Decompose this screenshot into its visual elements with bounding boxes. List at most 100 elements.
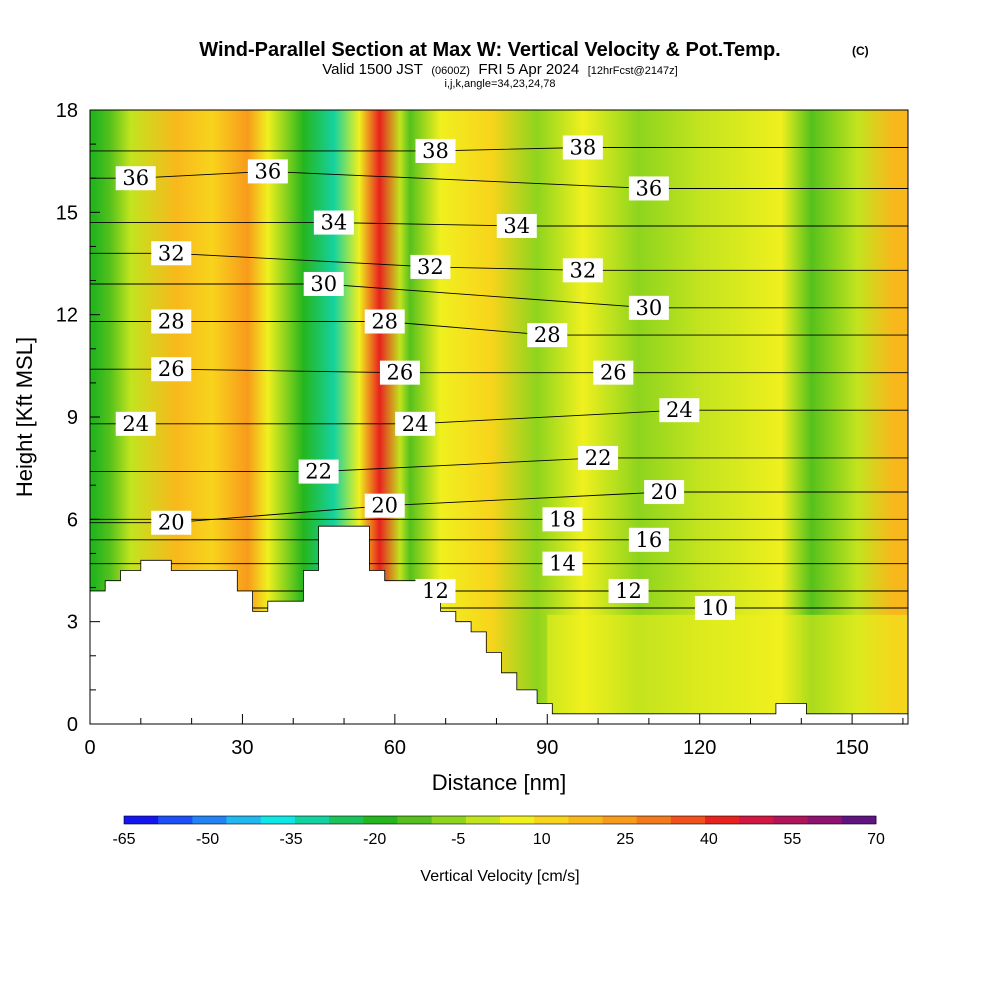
copyright-mark: (C) bbox=[852, 44, 869, 58]
valid-utc: (0600Z) bbox=[431, 65, 470, 77]
theta-label-12: 12 bbox=[608, 578, 649, 603]
colorbar: -65 -50 -35 -20 -5 10 25 40 55 70 bbox=[112, 815, 885, 848]
y-tick-label: 3 bbox=[67, 612, 78, 634]
theta-label-16: 16 bbox=[628, 527, 669, 552]
theta-label-20: 20 bbox=[644, 480, 685, 505]
x-tick-label: 60 bbox=[384, 737, 406, 759]
y-tick-label: 6 bbox=[67, 509, 78, 531]
svg-text:32: 32 bbox=[569, 258, 596, 282]
theta-label-24: 24 bbox=[659, 398, 700, 423]
theta-label-32: 32 bbox=[410, 255, 451, 279]
colorbar-swatch bbox=[841, 816, 877, 824]
colorbar-swatch bbox=[534, 816, 569, 824]
theta-label-26: 26 bbox=[151, 357, 192, 382]
svg-text:32: 32 bbox=[158, 241, 185, 265]
colorbar-swatch bbox=[363, 816, 398, 824]
colorbar-swatch bbox=[294, 816, 330, 824]
svg-text:14: 14 bbox=[549, 552, 576, 576]
theta-contour-34 bbox=[90, 222, 908, 227]
theta-label-22: 22 bbox=[578, 445, 619, 470]
colorbar-tick-label: 10 bbox=[533, 831, 551, 848]
colorbar-swatch bbox=[329, 816, 364, 824]
y-tick-label: 12 bbox=[56, 305, 78, 327]
y-tick-label: 15 bbox=[56, 202, 78, 224]
theta-label-32: 32 bbox=[562, 258, 603, 283]
theta-contour-30 bbox=[90, 283, 908, 309]
valid-time-line: Valid 1500 JST (0600Z) FRI 5 Apr 2024 [1… bbox=[322, 61, 677, 78]
colorbar-tick-label: -20 bbox=[363, 831, 386, 848]
colorbar-swatch bbox=[705, 816, 740, 824]
theta-label-28: 28 bbox=[364, 309, 405, 334]
theta-label-30: 30 bbox=[628, 295, 669, 320]
svg-text:26: 26 bbox=[387, 361, 414, 385]
x-tick-label: 120 bbox=[683, 737, 716, 759]
theta-label-24: 24 bbox=[115, 411, 156, 436]
colorbar-swatch bbox=[124, 816, 159, 824]
colorbar-swatch bbox=[807, 816, 843, 824]
svg-text:20: 20 bbox=[651, 480, 678, 504]
colorbar-tick-label: 70 bbox=[867, 831, 885, 848]
y-axis-label: Height [Kft MSL] bbox=[12, 337, 37, 497]
colorbar-tick-label: -5 bbox=[451, 831, 465, 848]
colorbar-swatch bbox=[739, 816, 774, 824]
colorbar-swatch bbox=[260, 816, 296, 824]
theta-label-38: 38 bbox=[415, 138, 456, 163]
y-tick-label: 0 bbox=[67, 714, 78, 736]
svg-text:36: 36 bbox=[254, 159, 281, 183]
theta-label-32: 32 bbox=[151, 241, 192, 266]
svg-text:28: 28 bbox=[534, 323, 561, 347]
colorbar-swatch bbox=[602, 816, 638, 824]
colorbar-tick-label: 40 bbox=[700, 831, 718, 848]
colorbar-swatch bbox=[465, 816, 501, 824]
theta-label-22: 22 bbox=[298, 459, 339, 484]
boundary-layer-fill bbox=[547, 614, 908, 724]
svg-text:22: 22 bbox=[585, 446, 612, 470]
colorbar-swatch bbox=[431, 816, 467, 824]
svg-text:12: 12 bbox=[422, 579, 449, 603]
theta-label-10: 10 bbox=[694, 596, 735, 621]
x-tick-label: 90 bbox=[536, 737, 558, 759]
colorbar-swatch bbox=[773, 816, 809, 824]
svg-text:10: 10 bbox=[702, 596, 729, 620]
theta-label-12: 12 bbox=[415, 578, 456, 603]
theta-label-36: 36 bbox=[628, 176, 669, 201]
colorbar-label: Vertical Velocity [cm/s] bbox=[420, 868, 579, 885]
theta-contour-38 bbox=[90, 147, 908, 152]
svg-text:12: 12 bbox=[615, 579, 642, 603]
grid-indices: i,j,k,angle=34,23,24,78 bbox=[444, 78, 555, 90]
svg-text:22: 22 bbox=[305, 460, 332, 484]
colorbar-swatch bbox=[158, 816, 193, 824]
theta-label-38: 38 bbox=[562, 135, 603, 160]
svg-text:28: 28 bbox=[371, 309, 398, 333]
colorbar-swatch bbox=[636, 816, 672, 824]
theta-label-20: 20 bbox=[364, 493, 405, 518]
svg-text:30: 30 bbox=[636, 296, 663, 320]
theta-label-36: 36 bbox=[247, 159, 288, 184]
theta-label-26: 26 bbox=[593, 360, 634, 385]
theta-label-34: 34 bbox=[496, 213, 537, 238]
x-axis-label: Distance [nm] bbox=[432, 770, 567, 795]
svg-text:20: 20 bbox=[371, 494, 398, 518]
svg-text:26: 26 bbox=[158, 357, 185, 381]
svg-text:32: 32 bbox=[417, 255, 444, 279]
y-tick-label: 18 bbox=[56, 100, 78, 122]
theta-label-24: 24 bbox=[395, 411, 436, 436]
svg-text:30: 30 bbox=[310, 272, 337, 296]
svg-text:24: 24 bbox=[402, 412, 429, 436]
svg-text:36: 36 bbox=[122, 166, 149, 190]
colorbar-swatch bbox=[192, 816, 227, 824]
theta-label-26: 26 bbox=[379, 360, 420, 385]
colorbar-swatch bbox=[226, 816, 262, 824]
theta-label-20: 20 bbox=[151, 510, 192, 535]
theta-contour-22 bbox=[90, 457, 908, 473]
colorbar-tick-label: -50 bbox=[196, 831, 219, 848]
theta-label-14: 14 bbox=[542, 551, 583, 576]
colorbar-tick-label: 25 bbox=[616, 831, 634, 848]
colorbar-swatch bbox=[500, 816, 535, 824]
svg-text:24: 24 bbox=[666, 398, 693, 422]
colorbar-swatch bbox=[397, 816, 433, 824]
svg-text:34: 34 bbox=[503, 214, 530, 238]
plot-area: 36 36 38 38 36 34 34 32 32 32 30 30 28 28 28 26 26 26 24 24… bbox=[90, 110, 908, 724]
valid-prefix: Valid 1500 JST bbox=[322, 61, 423, 78]
